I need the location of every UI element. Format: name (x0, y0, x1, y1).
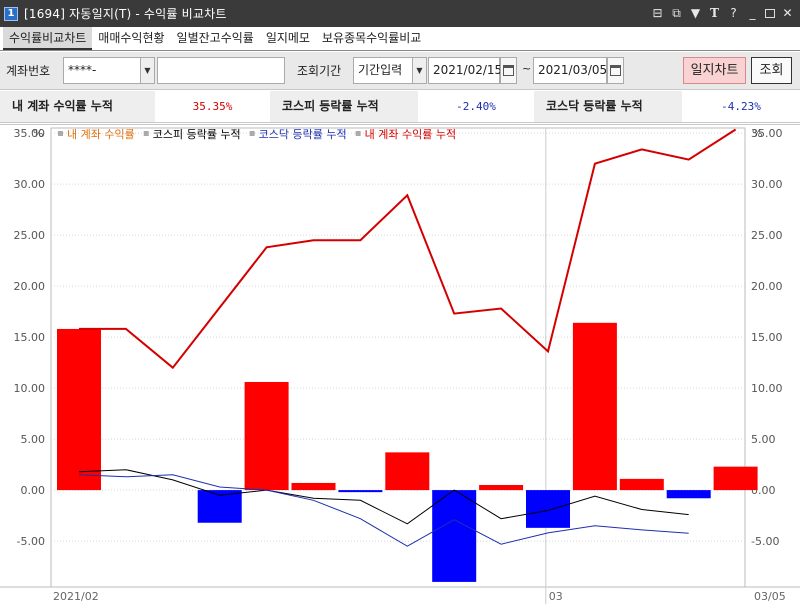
tab-return-comparison-chart[interactable]: 수익률비교차트 (3, 27, 93, 50)
y-tick-label-right: -5.00 (751, 535, 779, 548)
chevron-down-icon: ▼ (416, 66, 423, 75)
daily-return-bar (244, 381, 289, 491)
y-tick-label-left: 0.00 (21, 484, 46, 497)
app-icon: 1 (4, 6, 18, 21)
daily-return-bar (479, 485, 524, 491)
date-range-separator: ~ (522, 62, 532, 75)
help-icon[interactable]: ? (730, 6, 737, 20)
chevron-down-icon: ▼ (144, 66, 151, 75)
title-bar: 1 [1694] 자동일지(T) - 수익률 비교차트 ⊟ ⧉ ▼ T ? _ … (0, 0, 800, 27)
y-tick-label-left: 35.00 (14, 127, 46, 140)
y-tick-label-right: 20.00 (751, 280, 783, 293)
summary-row: 내 계좌 수익률 누적 35.35% 코스피 등락률 누적 -2.40% 코스닥… (0, 91, 800, 123)
start-date-field[interactable]: 2021/02/15 (428, 57, 502, 84)
tab-daily-balance-return[interactable]: 일별잔고수익률 (176, 31, 254, 45)
window-controls: ⊟ ⧉ ▼ T ? _ ✕ (651, 0, 794, 27)
tab-journal-memo[interactable]: 일지메모 (265, 31, 310, 45)
daily-return-bar (619, 478, 664, 491)
y-tick-label-left: 25.00 (14, 229, 46, 242)
legend-item[interactable]: 코스닥 등락률 누적 (259, 128, 347, 141)
y-tick-label-left: 15.00 (14, 331, 46, 344)
font-icon[interactable]: T (710, 6, 719, 20)
account-name-field[interactable] (157, 57, 285, 84)
daily-return-bar (526, 490, 570, 528)
daily-return-bar (666, 490, 711, 499)
start-date-calendar-button[interactable] (500, 57, 517, 84)
y-tick-label-left: -5.00 (17, 535, 45, 548)
end-date-field[interactable]: 2021/03/05 (533, 57, 607, 84)
y-unit-left: % (33, 127, 43, 140)
kosdaq-change-value: -4.23% (721, 100, 761, 113)
y-tick-label-right: 5.00 (751, 433, 776, 446)
maximize-icon[interactable] (765, 9, 775, 18)
legend-swatch (355, 131, 361, 136)
end-date-calendar-button[interactable] (607, 57, 624, 84)
y-tick-label-right: 10.00 (751, 382, 783, 395)
legend-swatch (58, 131, 63, 136)
legend-item[interactable]: 코스피 등락률 누적 (153, 128, 241, 141)
account-number-field[interactable]: ****- (63, 57, 141, 84)
y-tick-label-left: 20.00 (14, 280, 46, 293)
y-tick-label-left: 30.00 (14, 178, 46, 191)
kospi-cumulative-line (78, 469, 689, 525)
kospi-change-label: 코스피 등락률 누적 (270, 91, 418, 122)
tab-trade-profit-status[interactable]: 매매수익현황 (98, 31, 165, 45)
kospi-change-value: -2.40% (456, 100, 496, 113)
daily-return-bar (572, 322, 617, 491)
minimize-icon[interactable]: _ (749, 6, 756, 20)
period-mode-select[interactable]: 기간입력 (353, 57, 413, 84)
tab-holding-return-comparison[interactable]: 보유종목수익률비교 (321, 31, 422, 45)
close-icon[interactable]: ✕ (782, 6, 793, 20)
period-mode-dropdown-button[interactable]: ▼ (412, 57, 427, 84)
daily-return-bar (385, 452, 430, 491)
daily-return-bar (432, 490, 477, 582)
tile-icon[interactable]: ⧉ (672, 6, 681, 20)
y-tick-label-right: 15.00 (751, 331, 783, 344)
plot-area (50, 127, 746, 588)
restore-icon[interactable]: ⊟ (652, 6, 663, 20)
daily-return-bar (713, 466, 758, 491)
x-tick-label: 2021/02 (53, 590, 99, 603)
daily-return-bar (291, 482, 336, 491)
kosdaq-cumulative-line (78, 474, 689, 547)
account-dropdown-button[interactable]: ▼ (140, 57, 155, 84)
x-tick-label: 03 (549, 590, 563, 603)
period-label: 조회기간 (297, 64, 342, 78)
y-tick-label-right: 30.00 (751, 178, 783, 191)
y-tick-label-right: 35.00 (751, 127, 783, 140)
y-tick-label-left: 5.00 (21, 433, 46, 446)
legend-item[interactable]: 내 계좌 수익률 (67, 128, 135, 141)
my-account-return-value: 35.35% (192, 100, 233, 113)
my-account-return-label: 내 계좌 수익률 누적 (0, 91, 155, 122)
y-unit-right: % (752, 127, 762, 140)
account-label: 계좌번호 (6, 64, 51, 78)
x-tick-label: 03/05 (754, 590, 786, 603)
window-title: [1694] 자동일지(T) - 수익률 비교차트 (24, 7, 227, 21)
pin-icon[interactable]: ▼ (690, 6, 701, 20)
legend-swatch (143, 131, 149, 136)
legend-item[interactable]: 내 계좌 수익률 누적 (365, 128, 456, 141)
calendar-icon (610, 65, 621, 76)
daily-return-bar (57, 328, 101, 491)
kosdaq-change-label: 코스닥 등락률 누적 (534, 91, 682, 122)
query-toolbar: 계좌번호 ****- ▼ 조회기간 기간입력 ▼ 2021/02/15 ~ 20… (0, 52, 800, 90)
legend-swatch (249, 131, 255, 136)
chart-svg: 35.00 35.00 30.00 30.00 25.00 25.00 20.00 20.00… (0, 127, 800, 604)
daily-chart-button[interactable]: 일지차트 (683, 57, 746, 84)
query-button[interactable]: 조회 (751, 57, 792, 84)
calendar-icon (503, 65, 514, 76)
return-comparison-chart: 35.00 35.00 30.00 30.00 25.00 25.00 20.00 20.00… (0, 124, 800, 605)
y-tick-label-left: 10.00 (14, 382, 46, 395)
y-tick-label-right: 25.00 (751, 229, 783, 242)
daily-return-bar (338, 490, 383, 493)
tab-bar: 수익률비교차트 매매수익현황 일별잔고수익률 일지메모 보유종목수익률비교 (0, 27, 800, 51)
cumulative-account-return-line (79, 128, 737, 370)
